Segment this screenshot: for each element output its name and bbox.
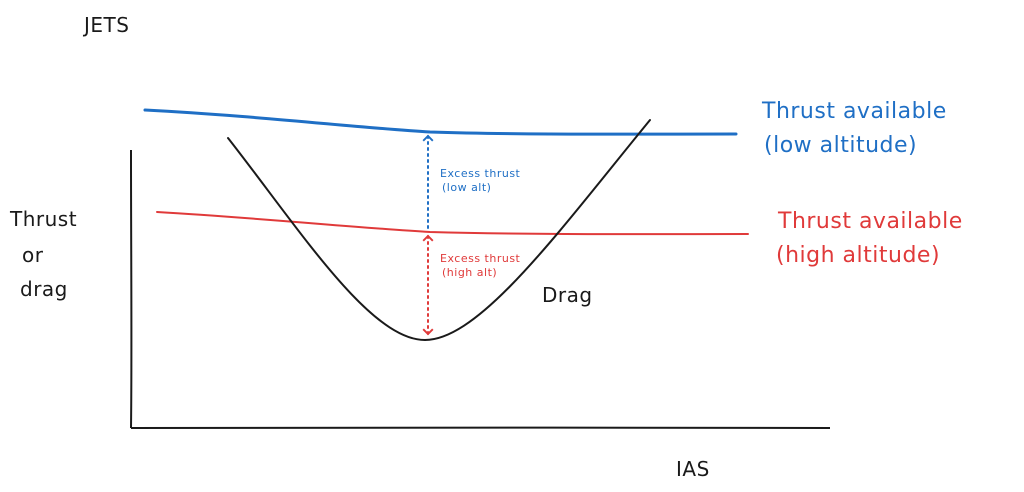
y-axis-label-line-1: Thrust	[9, 207, 77, 231]
thrust-high-alt-label-line-2: (high altitude)	[776, 243, 940, 268]
excess-thrust-high-line-2: (high alt)	[442, 266, 497, 279]
thrust-high-alt-label: Thrust available (high altitude)	[776, 209, 970, 268]
x-axis-label: IAS	[676, 457, 710, 481]
y-axis-label-line-2: or	[22, 243, 44, 267]
drag-curve	[227, 119, 651, 342]
excess-thrust-high-line-1: Excess thrust	[440, 252, 521, 265]
thrust-low-alt-label-line-2: (low altitude)	[764, 133, 917, 158]
thrust-low-alt-line	[143, 108, 738, 136]
y-axis-label: Thrust or drag	[9, 207, 84, 301]
thrust-low-alt-label-line-1: Thrust available	[761, 99, 947, 124]
diagram-title: JETS	[82, 13, 129, 37]
y-axis-label-line-3: drag	[20, 277, 68, 301]
excess-thrust-low-label: Excess thrust (low alt)	[440, 167, 524, 194]
thrust-high-alt-label-line-1: Thrust available	[777, 209, 963, 234]
thrust-high-alt-line	[156, 211, 749, 236]
drag-label: Drag	[542, 283, 593, 307]
excess-thrust-low-line-2: (low alt)	[442, 181, 491, 194]
excess-thrust-low-line-1: Excess thrust	[440, 167, 521, 180]
thrust-low-alt-label: Thrust available (low altitude)	[761, 99, 954, 158]
excess-thrust-high-label: Excess thrust (high alt)	[440, 252, 524, 279]
